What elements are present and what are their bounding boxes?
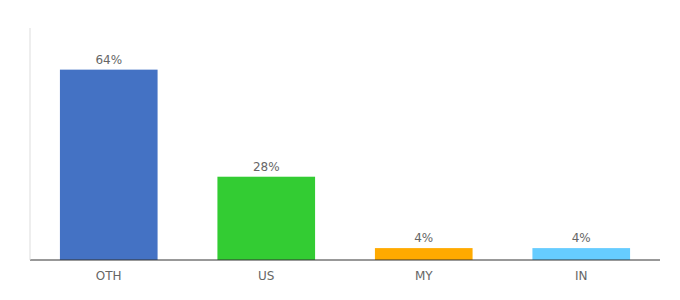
chart-svg: 64% OTH 28% US 4% MY 4% IN <box>0 0 680 300</box>
data-label: 28% <box>253 160 280 174</box>
tick-label: OTH <box>96 269 122 283</box>
tick-label: MY <box>415 269 433 283</box>
bar <box>375 248 473 260</box>
data-label: 64% <box>95 53 122 67</box>
data-label: 4% <box>572 231 591 245</box>
data-label: 4% <box>414 231 433 245</box>
chart-container: 64% OTH 28% US 4% MY 4% IN <box>0 0 680 300</box>
bar <box>217 177 315 260</box>
bars <box>60 70 630 260</box>
x-axis-line <box>30 260 660 261</box>
bar <box>532 248 630 260</box>
labels: 64% OTH 28% US 4% MY 4% IN <box>95 53 590 283</box>
bar <box>60 70 158 260</box>
tick-label: IN <box>575 269 588 283</box>
tick-label: US <box>258 269 274 283</box>
y-axis-line <box>30 28 31 260</box>
